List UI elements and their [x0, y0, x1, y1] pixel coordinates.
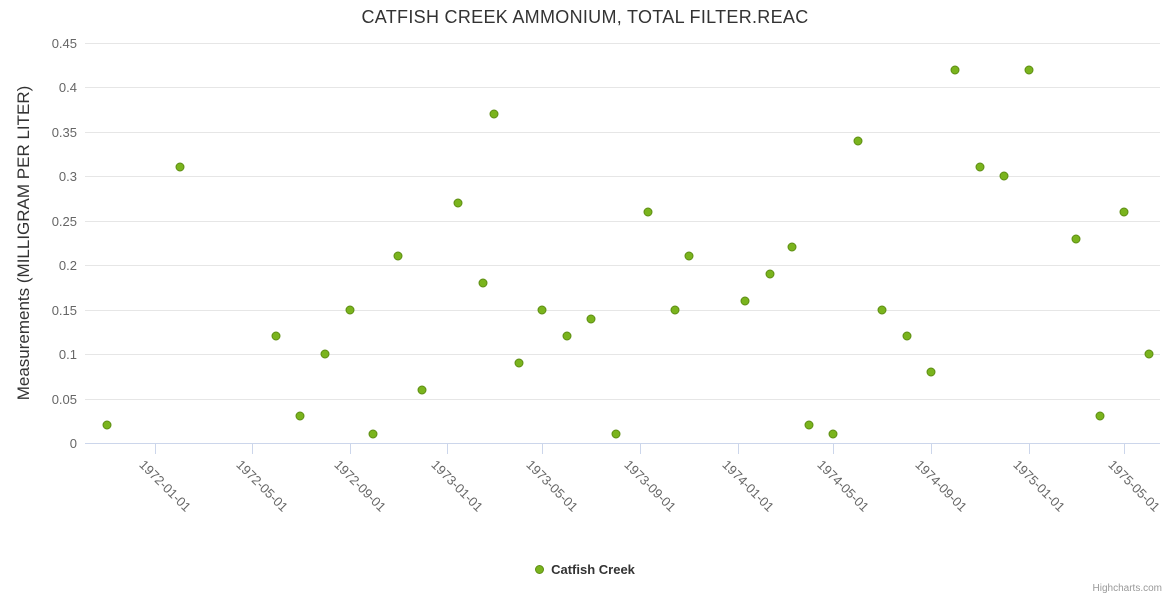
y-axis-label: 0.05 [51, 391, 77, 407]
x-axis-label: 1973-05-01 [523, 457, 582, 515]
y-gridline [85, 398, 1160, 400]
scatter-point[interactable] [453, 198, 463, 208]
scatter-point[interactable] [999, 171, 1009, 181]
scatter-point[interactable] [902, 331, 912, 341]
x-axis-label: 1975-05-01 [1105, 457, 1164, 515]
x-axis-line [85, 443, 1160, 444]
scatter-point[interactable] [611, 429, 621, 439]
scatter-point[interactable] [514, 358, 523, 368]
scatter-point[interactable] [1119, 207, 1129, 217]
y-gridline [85, 354, 1160, 356]
scatter-point[interactable] [787, 242, 797, 252]
x-axis-tick [931, 444, 933, 454]
x-axis-label: 1974-01-01 [719, 457, 777, 515]
scatter-point[interactable] [740, 296, 750, 306]
x-axis-label: 1974-05-01 [814, 457, 873, 515]
x-axis-tick [1124, 444, 1126, 454]
scatter-point[interactable] [877, 305, 887, 315]
scatter-point[interactable] [975, 162, 985, 172]
chart-title: CATFISH CREEK AMMONIUM, TOTAL FILTER.REA… [361, 7, 809, 27]
scatter-point[interactable] [1071, 234, 1081, 244]
legend-marker-icon [535, 565, 545, 574]
y-gridline [85, 265, 1160, 267]
y-axis-label: 0.45 [51, 36, 77, 51]
y-axis-label: 0.1 [58, 347, 77, 363]
scatter-point[interactable] [1144, 349, 1154, 359]
x-axis-tick [640, 444, 642, 454]
scatter-point[interactable] [1024, 65, 1033, 75]
scatter-point[interactable] [489, 109, 499, 119]
scatter-point[interactable] [586, 314, 596, 324]
x-axis-label: 1973-01-01 [428, 457, 486, 515]
scatter-point[interactable] [537, 305, 547, 315]
highcharts-credits-link[interactable]: Highcharts.com [1092, 583, 1162, 594]
x-axis-tick [1028, 444, 1030, 454]
scatter-point[interactable] [368, 429, 378, 439]
x-axis-tick [833, 444, 835, 454]
scatter-point[interactable] [926, 367, 936, 377]
x-axis-tick [737, 444, 739, 454]
x-axis-tick [251, 444, 253, 454]
scatter-point[interactable] [684, 251, 694, 261]
x-axis-tick [155, 444, 157, 454]
scatter-point[interactable] [295, 411, 305, 421]
y-axis-label: 0.3 [58, 169, 77, 185]
scatter-point[interactable] [393, 251, 403, 261]
y-axis-label: 0.25 [51, 213, 77, 229]
x-axis-label: 1972-09-01 [330, 457, 389, 515]
x-axis-label: 1974-09-01 [912, 457, 971, 515]
y-axis-label: 0.2 [58, 258, 77, 274]
legend-label: Catfish Creek [551, 562, 635, 577]
scatter-point[interactable] [853, 136, 863, 146]
scatter-point[interactable] [478, 278, 488, 288]
x-axis-label: 1972-01-01 [136, 457, 195, 515]
y-gridline [85, 43, 1160, 44]
x-axis-label: 1975-01-01 [1009, 457, 1068, 515]
y-axis-label: 0.35 [51, 124, 77, 140]
x-axis-label: 1973-09-01 [621, 457, 680, 515]
y-gridline [85, 131, 1160, 133]
y-gridline [85, 220, 1160, 222]
scatter-point[interactable] [804, 420, 814, 430]
x-axis-tick [349, 444, 351, 454]
legend-item-catfish-creek[interactable]: Catfish Creek [0, 562, 1170, 577]
x-axis-label: 1972-05-01 [232, 457, 291, 515]
scatter-point[interactable] [643, 207, 653, 217]
scatter-point[interactable] [417, 385, 427, 395]
scatter-point[interactable] [345, 305, 355, 315]
x-axis-tick [446, 444, 448, 454]
scatter-point[interactable] [102, 420, 112, 430]
y-gridline [85, 176, 1160, 178]
scatter-point[interactable] [765, 269, 775, 279]
y-gridline [85, 309, 1160, 311]
scatter-point[interactable] [670, 305, 680, 315]
y-axis-label: 0.4 [58, 80, 77, 96]
scatter-point[interactable] [271, 331, 281, 341]
y-axis-label: 0 [69, 436, 77, 451]
scatter-point[interactable] [1095, 411, 1105, 421]
scatter-point[interactable] [828, 429, 838, 439]
scatter-point[interactable] [175, 162, 185, 172]
y-axis-label: 0.15 [51, 302, 77, 318]
y-gridline [85, 87, 1160, 89]
scatter-point[interactable] [950, 65, 960, 75]
scatter-point[interactable] [562, 331, 572, 341]
scatter-point[interactable] [320, 349, 330, 359]
x-axis-tick [542, 444, 544, 454]
